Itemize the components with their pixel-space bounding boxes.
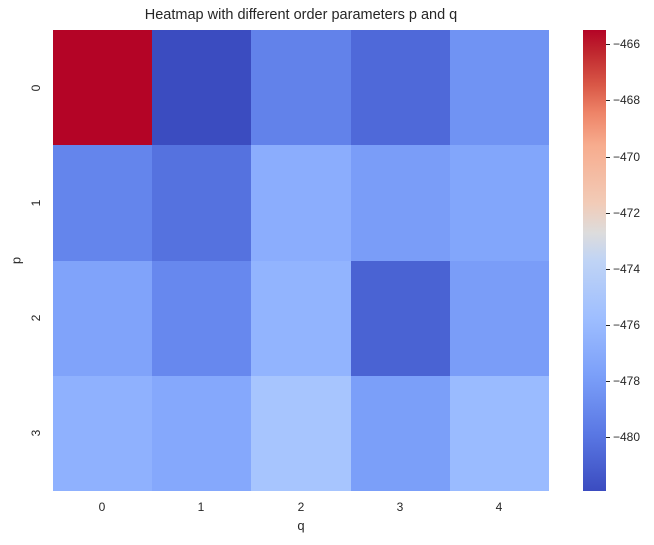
colorbar-tick-mark — [606, 100, 610, 101]
heatmap-cell — [350, 145, 450, 261]
colorbar-tick-label: −470 — [613, 150, 641, 164]
heatmap-cell — [251, 145, 351, 261]
x-tick-2: 2 — [297, 500, 305, 514]
heatmap-cell — [449, 375, 549, 491]
x-tick-1: 1 — [197, 500, 205, 514]
colorbar-tick-mark — [606, 157, 610, 158]
y-tick-3: 3 — [29, 429, 43, 437]
colorbar-tick-mark — [606, 213, 610, 214]
colorbar-tick-mark — [606, 325, 610, 326]
colorbar-tick-mark — [606, 437, 610, 438]
heatmap-cell — [53, 375, 153, 491]
heatmap-cell — [251, 260, 351, 376]
heatmap-cell — [449, 30, 549, 146]
colorbar-tick-label: −480 — [613, 430, 641, 444]
colorbar-tick-mark — [606, 269, 610, 270]
heatmap-cell — [449, 145, 549, 261]
heatmap-cell — [350, 375, 450, 491]
chart-title: Heatmap with different order parameters … — [144, 7, 458, 23]
colorbar-tick-label: −466 — [613, 37, 641, 51]
heatmap-cell — [53, 260, 153, 376]
x-tick-4: 4 — [495, 500, 503, 514]
y-tick-0: 0 — [29, 84, 43, 92]
y-tick-2: 2 — [29, 314, 43, 322]
colorbar-tick-mark — [606, 381, 610, 382]
colorbar-tick-label: −472 — [613, 206, 641, 220]
colorbar-tick-label: −474 — [613, 262, 641, 276]
heatmap-cell — [251, 375, 351, 491]
y-axis-label: p — [8, 256, 24, 265]
colorbar-tick-label: −476 — [613, 318, 641, 332]
heatmap-cell — [152, 375, 252, 491]
colorbar — [583, 30, 606, 491]
heatmap-cell — [152, 145, 252, 261]
y-tick-1: 1 — [29, 199, 43, 207]
colorbar-tick-mark — [606, 44, 610, 45]
heatmap-cell — [152, 260, 252, 376]
heatmap-cell — [152, 30, 252, 146]
x-tick-3: 3 — [396, 500, 404, 514]
x-tick-0: 0 — [98, 500, 106, 514]
colorbar-tick-label: −478 — [613, 374, 641, 388]
x-axis-label: q — [297, 518, 305, 533]
heatmap-cell — [350, 260, 450, 376]
heatmap-cell — [350, 30, 450, 146]
heatmap-cell — [53, 145, 153, 261]
heatmap-cell — [449, 260, 549, 376]
heatmap-grid — [53, 30, 549, 491]
colorbar-tick-label: −468 — [613, 93, 641, 107]
heatmap-cell — [251, 30, 351, 146]
heatmap-cell — [53, 30, 153, 146]
